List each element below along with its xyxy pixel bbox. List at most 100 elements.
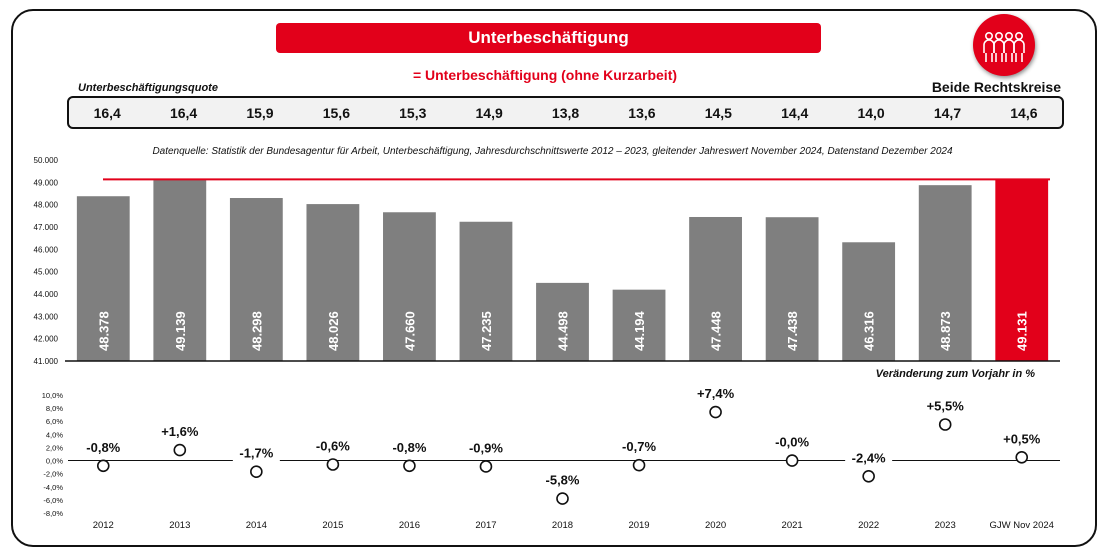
bar-value-label: 47.660: [402, 311, 417, 351]
change-value-label: -0,9%: [469, 440, 503, 455]
label-backdrop: [998, 431, 1046, 448]
label-backdrop: [768, 434, 816, 451]
bar: [153, 179, 207, 361]
y-tick-label: 45.000: [34, 268, 59, 277]
y-tick-label: -4,0%: [43, 483, 63, 492]
change-value-label: -0,7%: [622, 439, 656, 454]
quote-value: 14,9: [475, 104, 503, 121]
quote-value: 13,8: [551, 104, 580, 121]
x-tick-label: 2015: [322, 520, 343, 531]
change-point: [326, 458, 340, 471]
change-point: [403, 459, 416, 473]
quote-value: 14,7: [933, 104, 962, 121]
bar: [995, 179, 1049, 361]
bar-value-label: 44.498: [556, 311, 571, 351]
y-tick-label: 10,0%: [42, 391, 64, 400]
quote-value: 15,6: [322, 104, 350, 121]
change-point: [862, 469, 875, 483]
x-tick-label: 2018: [552, 520, 573, 531]
y-tick-label: 43.000: [34, 312, 59, 321]
bar: [918, 185, 972, 361]
label-backdrop: [845, 450, 893, 467]
change-value-label: -1,7%: [239, 446, 273, 461]
change-value-label: -0,0%: [775, 435, 809, 450]
change-value-label: -0,8%: [392, 440, 426, 455]
y-tick-label: 41.000: [34, 357, 59, 366]
bar: [765, 217, 819, 361]
region-label: Beide Rechtskreise: [931, 79, 1061, 95]
label-backdrop: [156, 424, 204, 441]
change-point: [250, 465, 263, 479]
change-value-label: +5,5%: [927, 399, 965, 414]
label-backdrop: [692, 386, 740, 403]
label-backdrop: [921, 398, 969, 415]
bar-value-label: 48.378: [96, 311, 111, 351]
bar-value-label: 47.448: [709, 311, 724, 351]
quote-value: 15,3: [399, 104, 427, 121]
people-group-icon: [973, 14, 1035, 76]
x-tick-label: 2023: [935, 520, 956, 531]
x-tick-label: 2012: [93, 520, 114, 531]
bar: [612, 289, 666, 361]
y-tick-label: 50.000: [34, 156, 59, 165]
x-tick-label: 2019: [628, 520, 649, 531]
change-value-label: -0,8%: [86, 440, 120, 455]
y-tick-label: 0,0%: [46, 457, 63, 466]
bar: [383, 212, 436, 361]
change-value-label: -2,4%: [852, 450, 886, 465]
label-backdrop: [309, 438, 357, 455]
change-value-label: +1,6%: [161, 424, 199, 439]
change-point: [709, 405, 722, 419]
bar-value-label: 46.316: [862, 311, 877, 351]
y-tick-label: 6,0%: [46, 417, 63, 426]
quote-value: 16,4: [169, 104, 198, 121]
quote-value: 14,6: [1010, 104, 1038, 121]
change-label: Veränderung zum Vorjahr in %: [875, 368, 1035, 380]
change-value-label: -5,8%: [546, 473, 580, 488]
change-point: [632, 458, 646, 472]
quote-value: 14,5: [704, 104, 732, 121]
page-title: Unterbeschäftigung: [276, 23, 821, 53]
bar: [842, 242, 896, 361]
x-tick-label: 2014: [246, 520, 267, 531]
bar: [306, 204, 360, 361]
change-point: [556, 492, 569, 505]
bar: [536, 282, 589, 361]
x-tick-label: GJW Nov 2024: [990, 520, 1054, 531]
y-tick-label: 4,0%: [46, 430, 63, 439]
y-tick-label: -2,0%: [43, 470, 63, 479]
y-tick-label: 8,0%: [46, 404, 63, 413]
quote-value: 14,4: [781, 104, 809, 121]
bar-value-label: 48.026: [326, 311, 341, 351]
y-tick-label: 46.000: [34, 245, 59, 254]
bar-value-label: 48.298: [249, 311, 264, 351]
change-point: [479, 460, 493, 473]
change-point: [938, 418, 952, 431]
quote-value: 13,6: [628, 104, 656, 121]
quote-value: 15,9: [246, 104, 274, 121]
x-tick-label: 2017: [475, 520, 496, 531]
change-value-label: -0,6%: [316, 438, 350, 453]
x-tick-label: 2022: [858, 520, 879, 531]
y-tick-label: -6,0%: [43, 496, 63, 505]
x-tick-label: 2020: [705, 520, 726, 531]
chart-subtitle: = Unterbeschäftigung (ohne Kurzarbeit): [412, 67, 678, 83]
bar-value-label: 49.139: [173, 311, 188, 351]
change-point: [1015, 450, 1029, 464]
bar-value-label: 49.131: [1015, 311, 1030, 351]
y-tick-label: 2,0%: [46, 443, 63, 452]
bar-value-label: 47.438: [785, 311, 800, 351]
change-point: [785, 454, 799, 467]
label-backdrop: [79, 439, 127, 456]
y-tick-label: 48.000: [34, 201, 59, 210]
y-tick-label: -8,0%: [43, 509, 63, 518]
label-backdrop: [615, 439, 663, 456]
change-value-label: +7,4%: [697, 386, 735, 401]
quote-value: 14,0: [857, 104, 885, 121]
quote-value: 16,4: [93, 104, 121, 121]
bar: [689, 216, 742, 361]
change-value-label: +0,5%: [1003, 431, 1041, 446]
quote-row: 16,4 16,4 15,9 15,6 15,3 14,9 13,8 13,6 …: [67, 96, 1064, 129]
bar: [459, 221, 513, 361]
bar-value-label: 47.235: [479, 311, 494, 351]
